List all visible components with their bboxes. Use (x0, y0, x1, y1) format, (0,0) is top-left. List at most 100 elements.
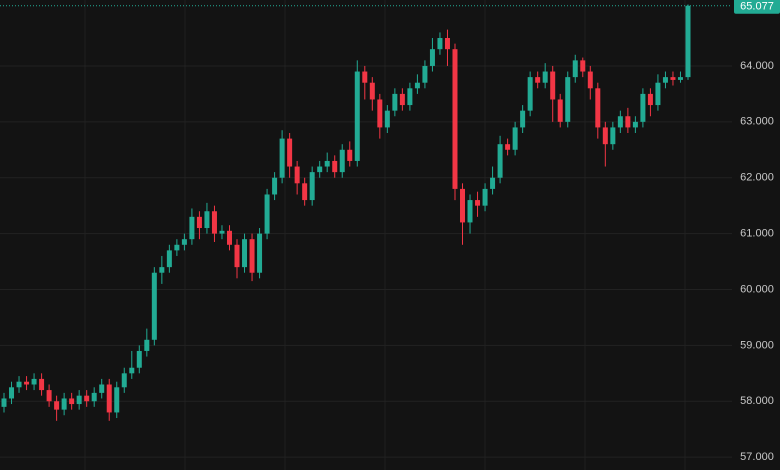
candle-body (632, 121, 638, 128)
candle-body (572, 60, 578, 78)
candle-body (219, 230, 225, 234)
candle-body (595, 88, 601, 128)
candle-body (31, 378, 37, 385)
candle-body (166, 250, 172, 268)
candle-body (587, 71, 593, 89)
candle-body (279, 138, 285, 178)
candle-body (520, 110, 526, 128)
candle-body (24, 381, 30, 385)
candle-body (369, 82, 375, 100)
candle-body (16, 381, 22, 388)
candle-body (377, 99, 383, 128)
y-tick-label: 63.000 (740, 116, 774, 128)
candle-body (467, 200, 473, 223)
y-tick-label: 60.000 (740, 283, 774, 295)
candle-body (550, 71, 556, 100)
candle-body (39, 378, 45, 391)
candle-body (249, 239, 255, 273)
candle-body (422, 65, 428, 83)
candle-body (557, 99, 563, 122)
candle-body (76, 395, 82, 405)
candle-body (159, 267, 165, 273)
candle-body (475, 200, 481, 206)
candle-body (99, 384, 105, 393)
candle-body (294, 166, 300, 184)
candle-body (414, 82, 420, 89)
candle-body (151, 272, 157, 340)
candle-body (617, 116, 623, 128)
y-tick-label: 61.000 (740, 228, 774, 240)
candle-body (114, 387, 120, 413)
candle-body (407, 88, 413, 106)
candle-body (565, 77, 571, 122)
candle-body (662, 77, 668, 83)
candle-body (497, 144, 503, 178)
candle-body (234, 244, 240, 268)
candle-body (647, 93, 653, 106)
candle-body (640, 93, 646, 122)
candle-body (129, 367, 135, 374)
candle-body (527, 77, 533, 111)
y-tick-label: 59.000 (740, 339, 774, 351)
candle-body (242, 239, 248, 268)
vertical-grid (84, 0, 686, 470)
candle-body (399, 93, 405, 106)
candle-body (655, 82, 661, 106)
candle-body (272, 177, 278, 195)
y-tick-label: 62.000 (740, 172, 774, 184)
candle-body (181, 239, 187, 245)
candle-body (106, 384, 112, 413)
candle-body (91, 392, 97, 402)
candle-body (677, 77, 683, 80)
candle-body (211, 211, 217, 234)
candle-body (347, 149, 353, 161)
candle-body (9, 387, 15, 399)
candle-body (505, 144, 511, 150)
y-tick-label: 57.000 (740, 451, 774, 463)
candle-body (136, 350, 142, 368)
candle-body (287, 138, 293, 167)
candle-body (332, 160, 338, 173)
candle-body (121, 373, 127, 388)
candle-body (354, 71, 360, 161)
candle-body (490, 177, 496, 189)
candle-body (339, 149, 345, 173)
candle-body (257, 233, 263, 273)
candle-body (535, 77, 541, 83)
candle-body (84, 395, 90, 402)
candle-body (189, 216, 195, 240)
candle-body (610, 127, 616, 145)
last-price-label: 65.077 (740, 1, 774, 13)
last-price-box (734, 0, 780, 14)
candle-body (174, 244, 180, 251)
candle-body (264, 194, 270, 234)
candle-body (46, 390, 52, 402)
candle-body (542, 71, 548, 83)
candle-body (309, 172, 315, 201)
y-tick-label: 58.000 (740, 395, 774, 407)
candle-body (61, 398, 67, 410)
y-tick-label: 64.000 (740, 60, 774, 72)
candle-body (144, 339, 150, 351)
candle-body (460, 188, 466, 223)
candle-body (196, 216, 202, 229)
candle-body (362, 71, 368, 83)
candle-body (226, 230, 232, 245)
candle-body (602, 127, 608, 145)
candle-body (444, 38, 450, 50)
candle-body (437, 38, 443, 50)
candle-body (670, 77, 676, 80)
candle-body (625, 116, 631, 128)
candle-body (69, 398, 75, 405)
candle-body (302, 183, 308, 201)
candle-body (512, 127, 518, 150)
candle-body (317, 166, 323, 173)
candle-body (204, 211, 210, 229)
candle-body (452, 49, 458, 189)
candle-body (392, 93, 398, 111)
candle-body (482, 188, 488, 206)
candle-body (1, 398, 7, 407)
candle-body (324, 160, 330, 167)
